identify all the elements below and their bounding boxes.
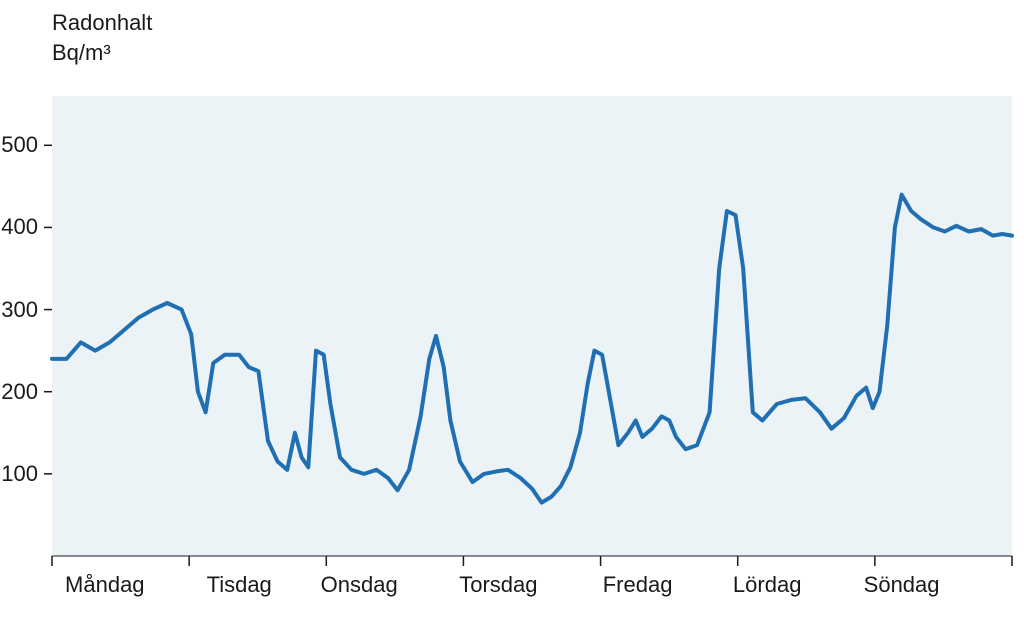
data-line [0, 0, 1024, 624]
radon-chart: Radonhalt Bq/m³ 100200300400500 MåndagTi… [0, 0, 1024, 624]
